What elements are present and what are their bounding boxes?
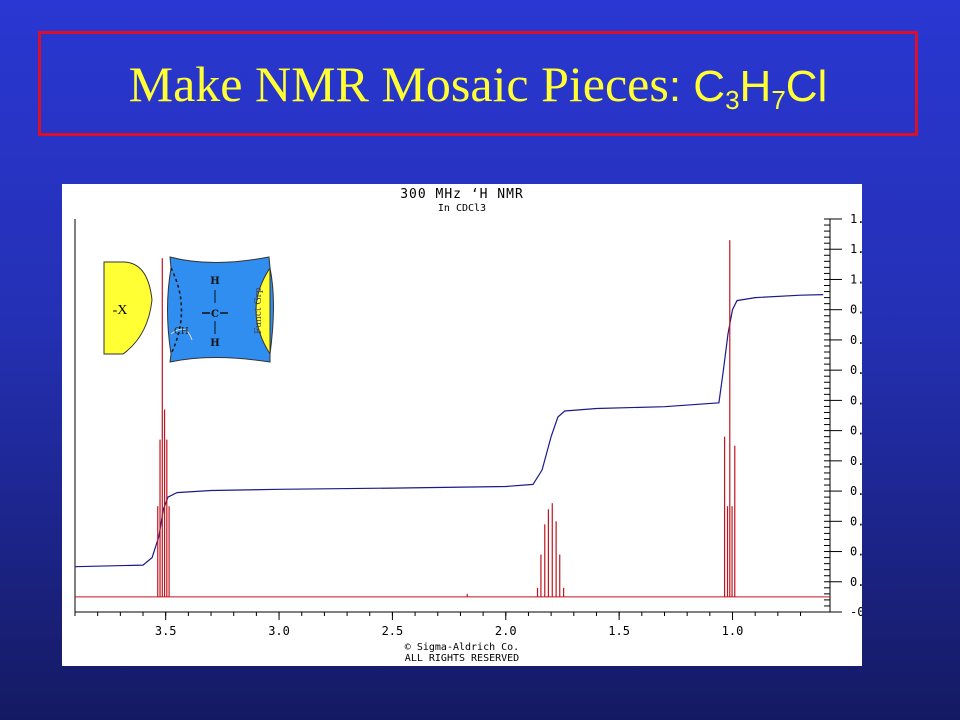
y-tick-label: 0.9 bbox=[850, 303, 862, 317]
center-bottom-h: H bbox=[210, 338, 219, 349]
plot-area bbox=[74, 240, 830, 598]
title-box: Make NMR Mosaic Pieces: C3H7Cl bbox=[38, 31, 918, 136]
y-tick-label: 1.2 bbox=[850, 212, 862, 226]
title-text: Make NMR Mosaic Pieces bbox=[128, 55, 669, 112]
formula-separator: : bbox=[668, 61, 694, 111]
formula-c: C bbox=[693, 61, 726, 111]
y-tick-label: 0.6 bbox=[850, 393, 862, 407]
y-tick-label: 0.5 bbox=[850, 424, 862, 438]
copyright-line-1: © Sigma-Aldrich Co. bbox=[405, 642, 519, 653]
y-tick-label: 1.1 bbox=[850, 242, 862, 256]
x-tick-label: 2.5 bbox=[382, 624, 404, 638]
y-tick-label: 0.2 bbox=[850, 514, 862, 528]
y-tick-label: 1.0 bbox=[850, 272, 862, 286]
ch2-mosaic-piece: H C H CH Funct Grp. bbox=[167, 256, 274, 363]
nmr-chart: 300 MHz ‘H NMR In CDCl3 © Sigma-Aldrich … bbox=[74, 187, 862, 664]
copyright-line-2: ALL RIGHTS RESERVED bbox=[405, 653, 519, 664]
formula-c-count: 3 bbox=[725, 84, 740, 115]
spectrum-solvent: In CDCl3 bbox=[438, 203, 486, 214]
x-piece-label: -X bbox=[113, 303, 128, 318]
axes: 3.5 3.0 2.5 2.0 1.5 1.0 1.2 1.1 1.0 0.9 0.8 0.7 0.6 0… bbox=[74, 212, 862, 638]
spectrum-header: 300 MHz ‘H NMR bbox=[400, 187, 524, 202]
left-group-label: CH bbox=[174, 327, 189, 337]
nmr-panel: 300 MHz ‘H NMR In CDCl3 © Sigma-Aldrich … bbox=[62, 184, 862, 666]
x-tick-label: 3.0 bbox=[268, 624, 290, 638]
center-c: C bbox=[211, 309, 219, 320]
slide-title: Make NMR Mosaic Pieces: C3H7Cl bbox=[128, 55, 828, 113]
y-tick-label: 0.8 bbox=[850, 333, 862, 347]
y-tick-label: 0.1 bbox=[850, 545, 862, 559]
right-group-label: Funct Grp. bbox=[254, 284, 264, 334]
y-tick-label: 0.4 bbox=[850, 454, 862, 468]
formula-h: H bbox=[739, 61, 772, 111]
y-tick-label: -0.1 bbox=[850, 605, 862, 619]
y-tick-label: 0.3 bbox=[850, 484, 862, 498]
formula-h-count: 7 bbox=[771, 84, 786, 115]
x-tick-label: 1.5 bbox=[608, 624, 630, 638]
x-mosaic-piece: -X bbox=[103, 261, 153, 355]
x-tick-label: 3.5 bbox=[155, 624, 177, 638]
center-top-h: H bbox=[210, 276, 219, 287]
title-formula: : C3H7Cl bbox=[668, 61, 828, 113]
x-tick-label: 1.0 bbox=[722, 624, 744, 638]
y-tick-label: 0.0 bbox=[850, 575, 862, 589]
y-tick-label: 0.7 bbox=[850, 363, 862, 377]
x-tick-label: 2.0 bbox=[495, 624, 517, 638]
mosaic-pieces: -X H C H CH Funct Grp. bbox=[103, 256, 274, 363]
formula-cl: Cl bbox=[785, 61, 828, 111]
